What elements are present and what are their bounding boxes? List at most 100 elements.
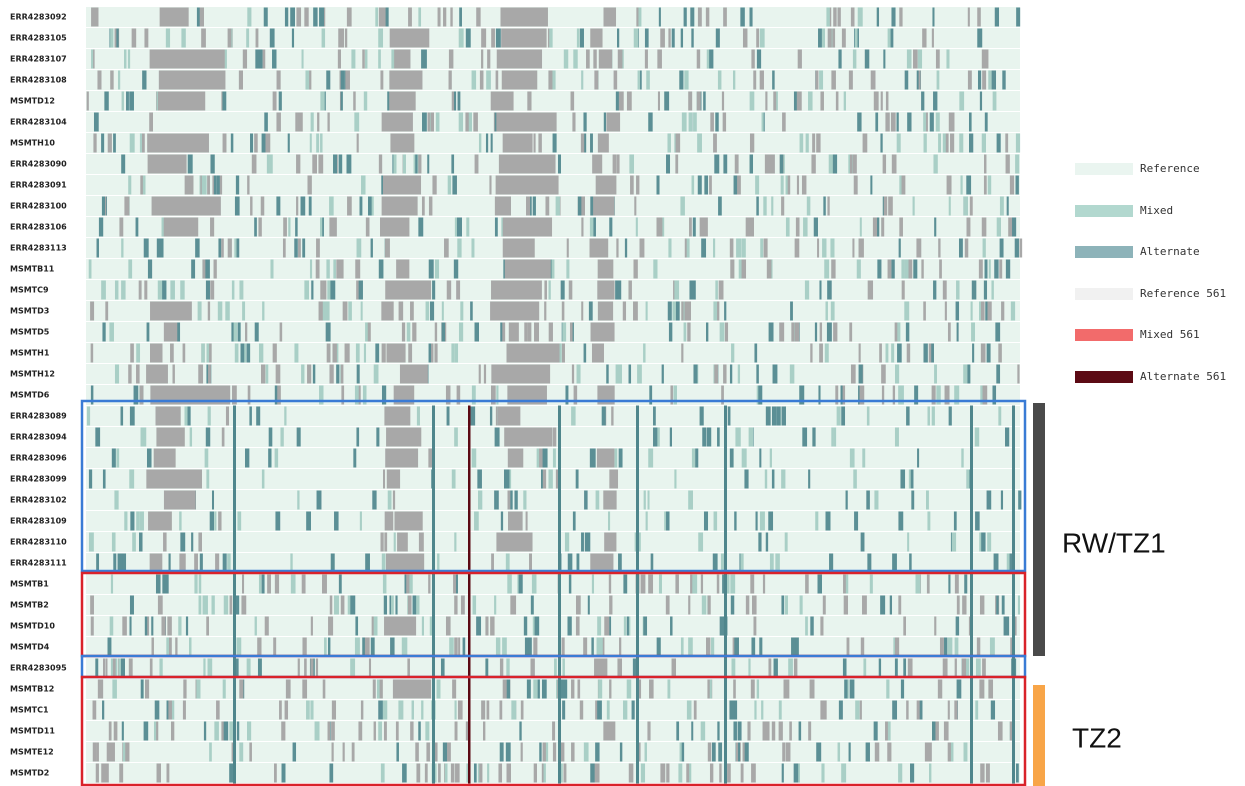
variant [779,154,784,174]
variant [923,112,927,132]
variant [364,637,370,657]
variant [478,133,482,153]
variant [402,637,408,657]
variant [378,7,384,27]
variant [881,385,885,405]
variant [339,28,345,48]
variant [885,91,889,111]
variant [619,637,622,657]
variant [819,280,822,300]
variant [982,238,986,258]
shared-variant [1012,699,1015,721]
variant [245,322,248,342]
variant [346,154,352,174]
shared-variant [432,405,435,427]
track-row [86,7,1020,27]
variant [750,574,755,594]
variant [318,301,323,321]
variant [742,742,745,762]
variant [395,595,398,615]
variant [923,133,927,153]
variant [489,406,493,426]
variant [542,742,548,762]
variant [494,112,498,132]
variant [460,595,465,615]
variant [762,721,766,741]
variant [121,154,126,174]
variant-block [386,343,406,363]
variant [615,364,621,384]
variant [879,343,882,363]
variant [90,301,95,321]
variant [327,280,333,300]
variant [159,658,163,678]
variant [490,616,495,636]
variant [866,490,870,510]
variant [486,70,491,90]
variant [799,385,805,405]
variant [284,406,287,426]
variant [221,721,224,741]
variant [330,280,336,300]
variant [680,196,685,216]
variant [794,322,800,342]
variant [948,406,952,426]
variant [831,70,836,90]
variant [963,196,968,216]
variant [372,616,378,636]
variant [501,217,504,237]
variant [999,259,1003,279]
variant [916,238,922,258]
variant [815,70,819,90]
sample-label: ERR4283106 [10,223,67,232]
variant [611,406,614,426]
variant [797,49,802,69]
legend-swatch [1075,205,1133,217]
variant [523,616,528,636]
variant [170,343,174,363]
variant [904,70,909,90]
variant [804,280,810,300]
variant [422,112,427,132]
variant-block [597,301,614,321]
sample-label: ERR4283089 [10,412,67,421]
variant [105,301,109,321]
variant [260,364,266,384]
variant [503,259,507,279]
variant [95,658,99,678]
variant [894,637,898,657]
variant [98,217,104,237]
shared-variant [970,531,973,553]
variant [656,217,660,237]
variant [579,28,584,48]
shared-variant [558,531,561,553]
variant [614,448,618,468]
variant [854,511,859,531]
variant [396,742,399,762]
variant [552,721,556,741]
variant [669,427,673,447]
variant [647,490,650,510]
variant [741,238,746,258]
variant [686,238,690,258]
variant [562,700,566,720]
variant [102,469,106,489]
variant [182,343,186,363]
variant [835,91,839,111]
variant [566,259,570,279]
variant [719,763,722,783]
variant [709,175,712,195]
variant [234,595,240,615]
variant [365,553,370,573]
shared-variant [233,552,236,574]
variant [859,385,865,405]
variant [873,91,879,111]
variant [136,343,141,363]
variant [344,28,348,48]
variant [681,112,687,132]
variant [778,700,782,720]
variant [302,637,307,657]
variant [477,763,481,783]
variant [285,679,291,699]
sample-label: ERR4283102 [10,496,67,505]
